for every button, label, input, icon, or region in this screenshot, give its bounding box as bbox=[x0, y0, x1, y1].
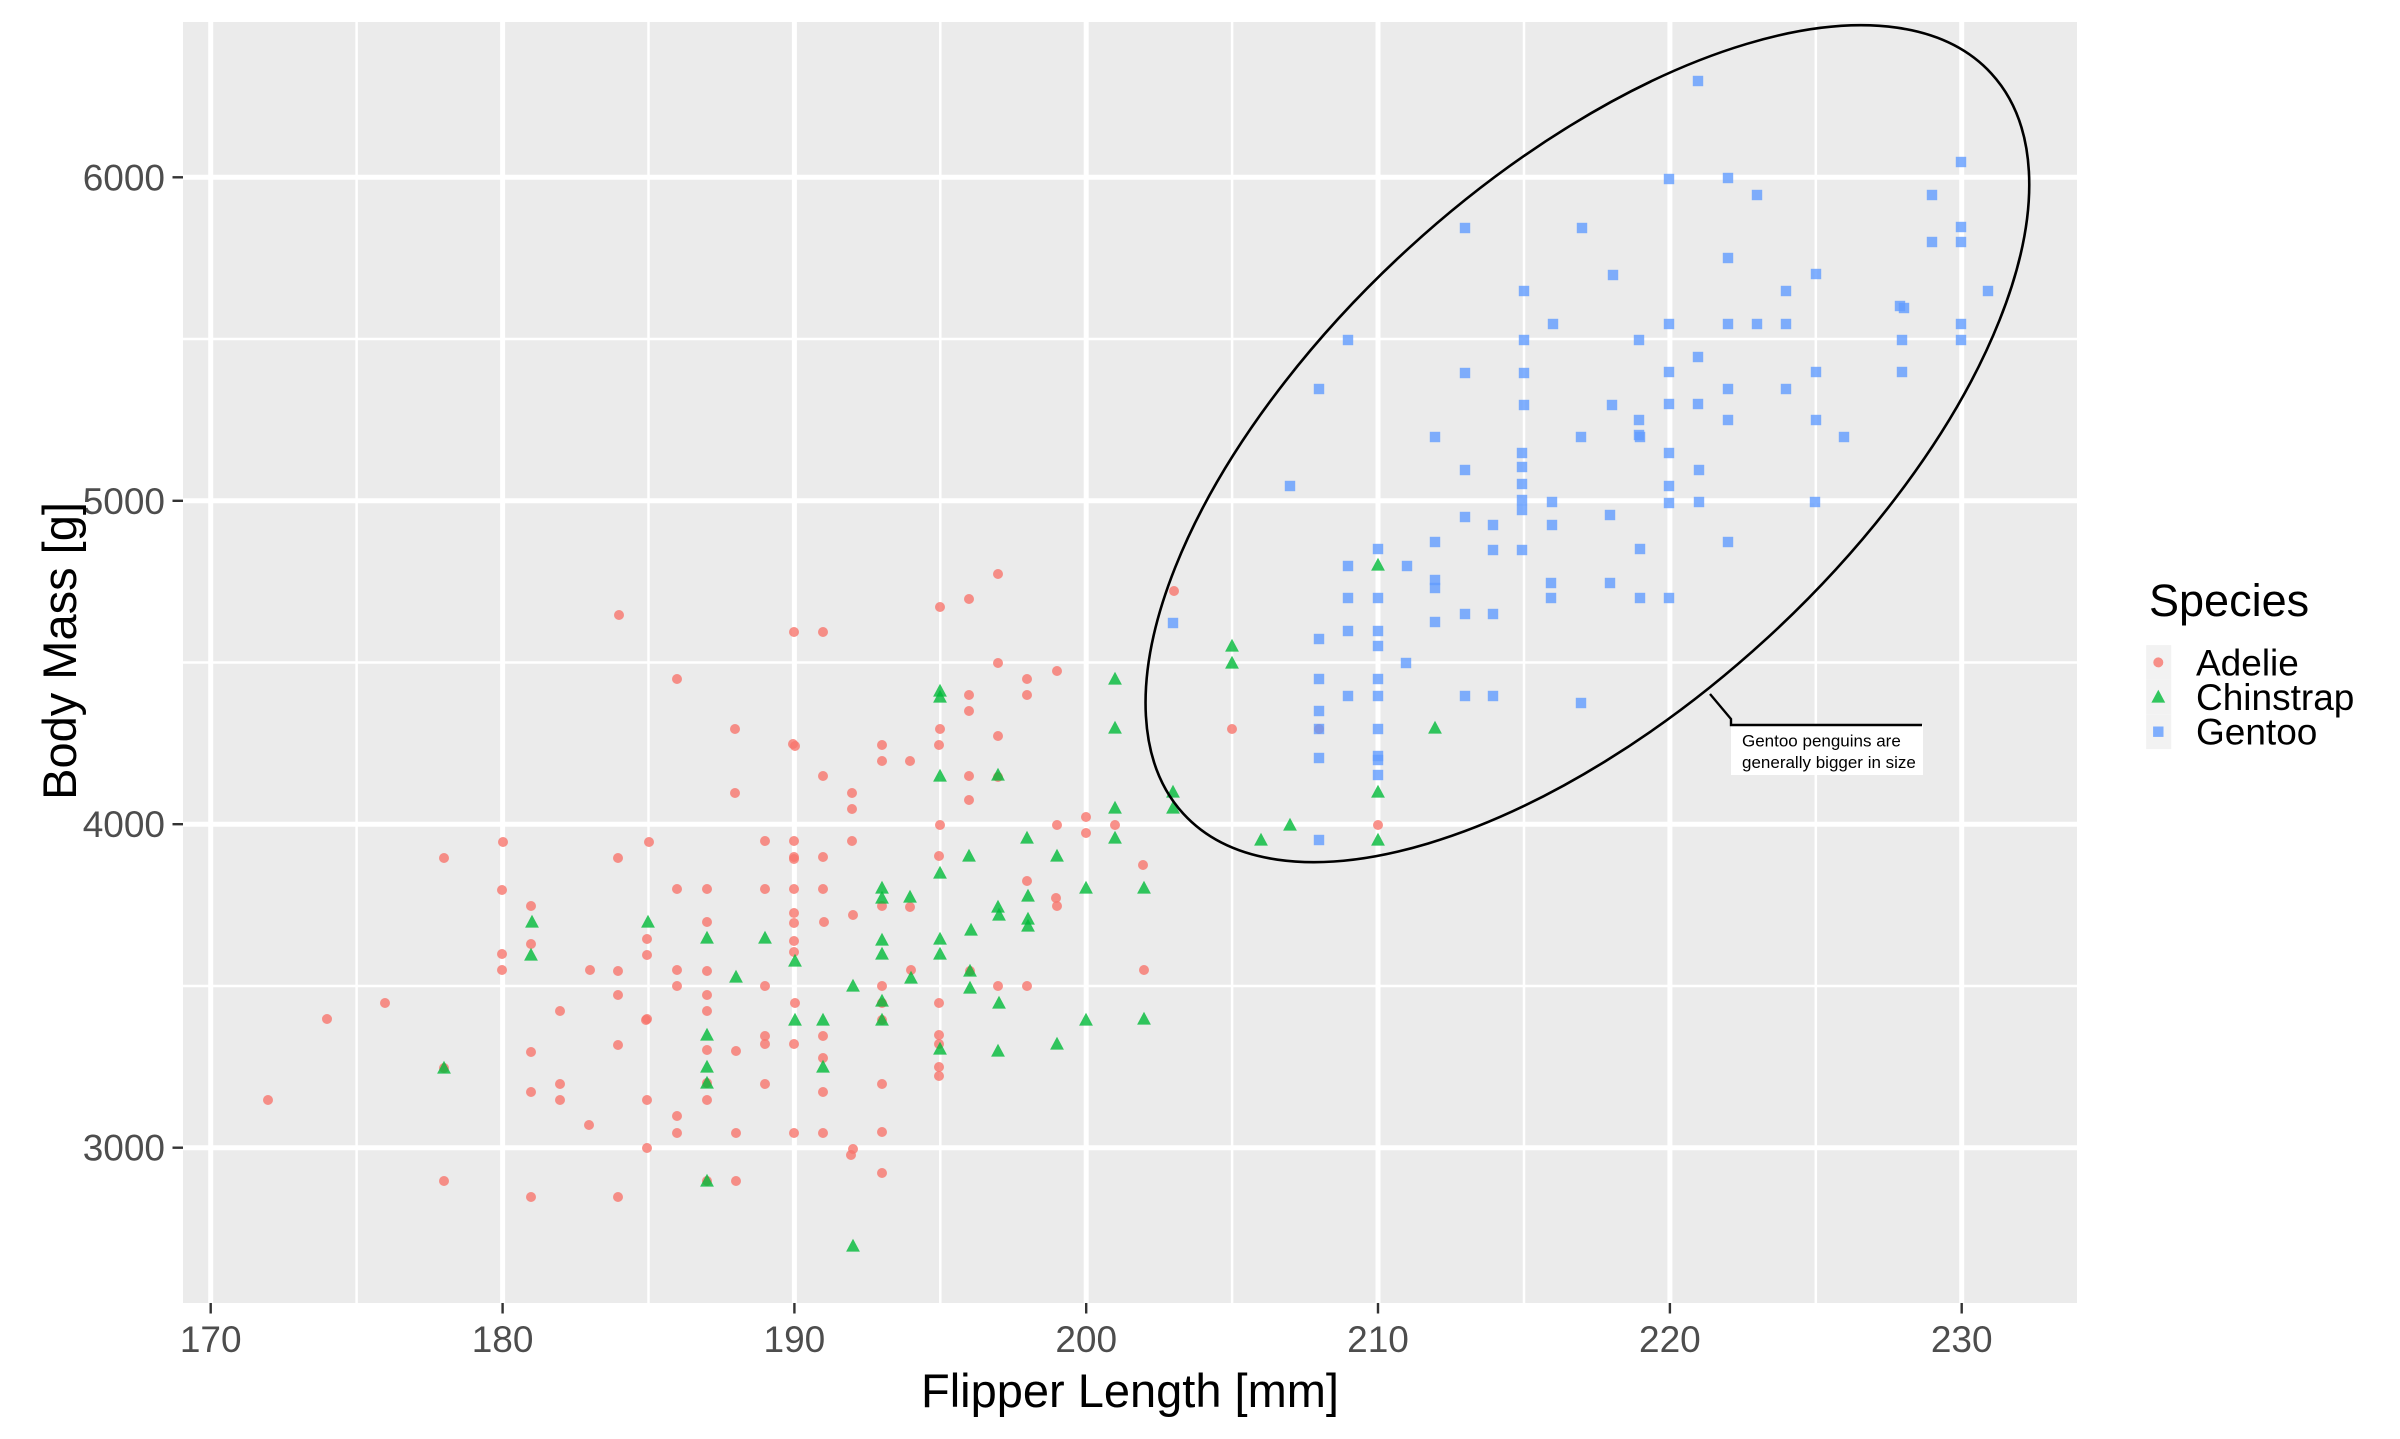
svg-text:170: 170 bbox=[180, 1319, 242, 1360]
svg-text:Gentoo penguins are: Gentoo penguins are bbox=[1742, 732, 1901, 751]
svg-text:Gentoo: Gentoo bbox=[2196, 711, 2317, 752]
svg-text:220: 220 bbox=[1639, 1319, 1701, 1360]
svg-text:3000: 3000 bbox=[83, 1128, 165, 1169]
svg-text:generally bigger in size: generally bigger in size bbox=[1742, 753, 1916, 772]
svg-text:6000: 6000 bbox=[83, 157, 165, 198]
svg-text:180: 180 bbox=[472, 1319, 534, 1360]
svg-text:Chinstrap: Chinstrap bbox=[2196, 677, 2354, 718]
svg-text:Adelie: Adelie bbox=[2196, 643, 2299, 684]
svg-text:4000: 4000 bbox=[83, 804, 165, 845]
svg-text:190: 190 bbox=[764, 1319, 826, 1360]
svg-text:Species: Species bbox=[2149, 575, 2309, 626]
svg-text:5000: 5000 bbox=[83, 481, 165, 522]
svg-text:200: 200 bbox=[1055, 1319, 1117, 1360]
svg-text:210: 210 bbox=[1347, 1319, 1409, 1360]
svg-text:Body Mass [g]: Body Mass [g] bbox=[33, 502, 86, 800]
svg-text:230: 230 bbox=[1931, 1319, 1993, 1360]
svg-text:Flipper Length [mm]: Flipper Length [mm] bbox=[921, 1364, 1339, 1417]
